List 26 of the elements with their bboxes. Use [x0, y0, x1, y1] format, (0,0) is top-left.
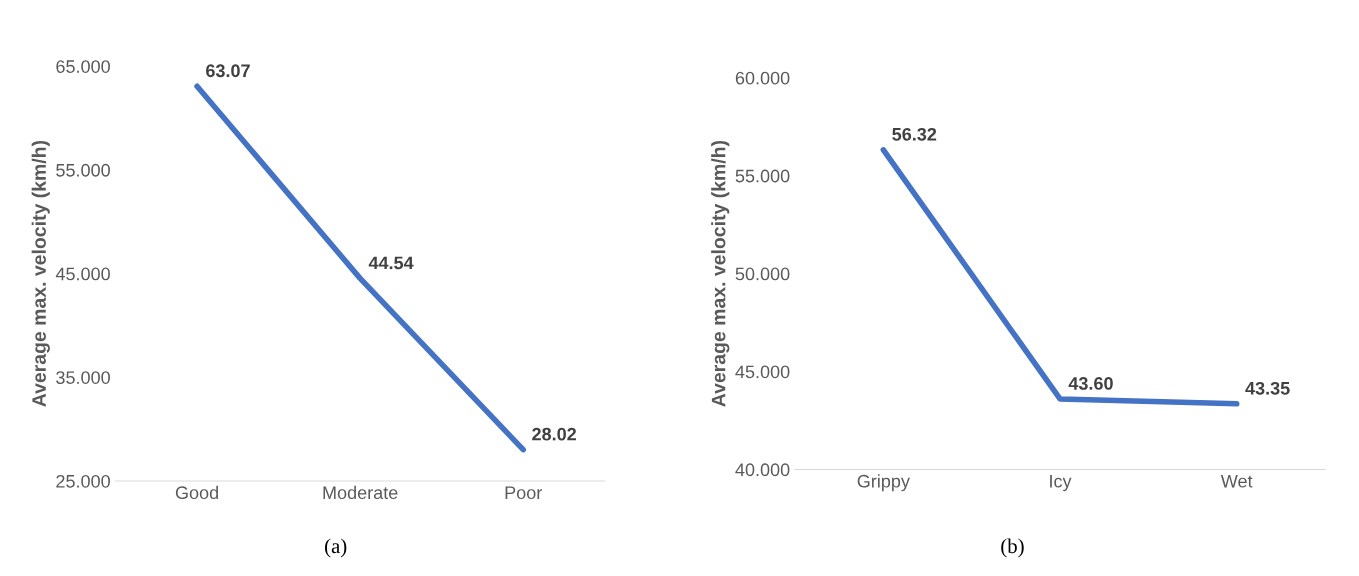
x-tick-label: Wet	[1220, 474, 1253, 488]
data-label: 56.32	[892, 127, 937, 141]
y-tick-label: 55.000	[56, 163, 110, 177]
y-tick-label: 35.000	[56, 371, 110, 384]
x-tick-label: Good	[175, 485, 218, 500]
y-axis-title: Average max. velocity (km/h)	[31, 140, 50, 407]
y-tick-label: 65.000	[56, 60, 110, 73]
y-tick-label: 50.000	[735, 267, 790, 281]
x-tick-label: Grippy	[857, 474, 910, 492]
x-tick-label: Poor	[505, 486, 542, 500]
x-tick-label: Moderate	[323, 485, 398, 500]
data-label: 44.54	[368, 256, 414, 270]
y-axis-title: Average max. velocity (km/h)	[711, 140, 730, 407]
data-label: 43.60	[1068, 377, 1113, 390]
data-label: 43.35	[1245, 381, 1290, 395]
y-tick-label: 55.000	[735, 169, 790, 183]
y-tick-label: 40.000	[735, 463, 790, 477]
text: (a)	[325, 538, 347, 558]
y-tick-label: 45.000	[735, 365, 790, 379]
text: (b)	[1001, 538, 1024, 558]
y-tick-label: 45.000	[55, 267, 110, 281]
y-tick-label: 60.000	[735, 71, 790, 85]
y-tick-label: 25.000	[56, 474, 110, 488]
x-tick-label: Icy	[1050, 474, 1072, 492]
data-label: 28.02	[532, 427, 577, 441]
data-label: 63.07	[206, 64, 250, 78]
